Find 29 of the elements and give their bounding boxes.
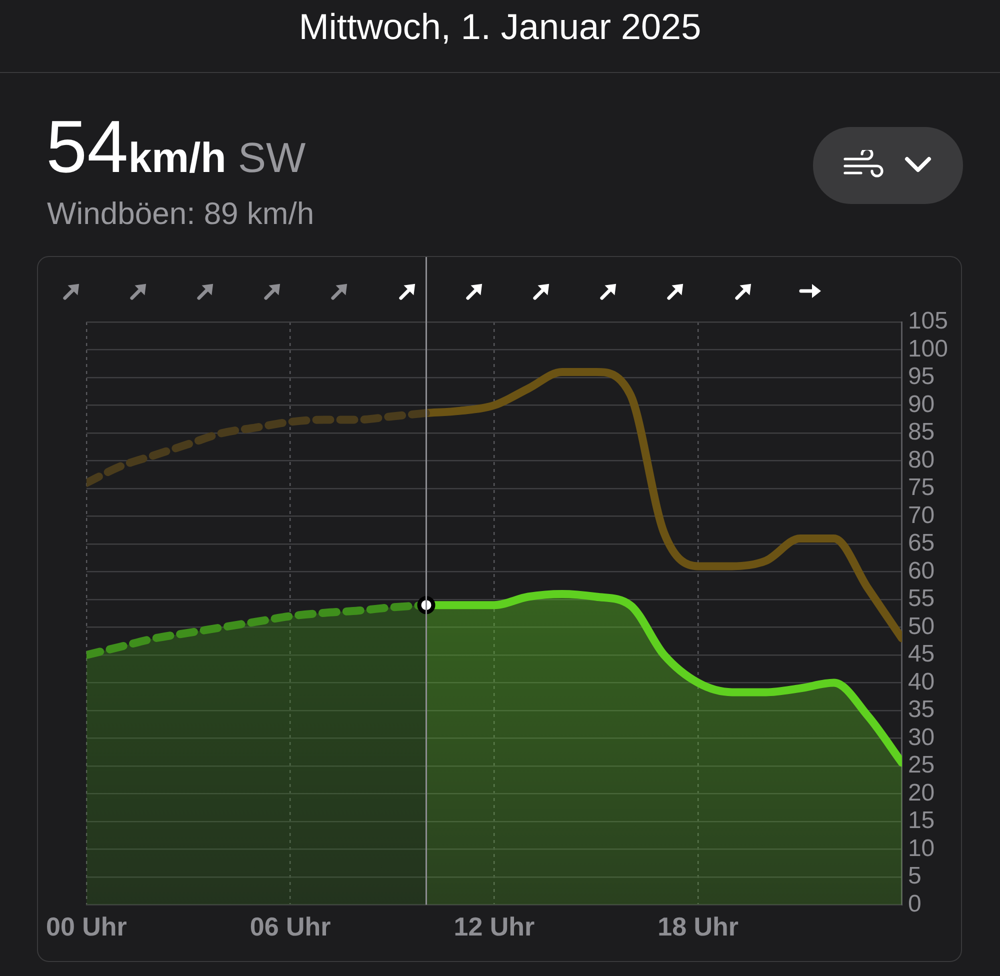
y-tick-label: 95 [908, 363, 935, 390]
x-tick-label: 00 Uhr [46, 912, 127, 942]
y-tick-label: 50 [908, 612, 935, 640]
y-tick-label: 45 [908, 640, 935, 668]
y-tick-label: 65 [908, 530, 935, 557]
y-tick-label: 80 [908, 446, 935, 474]
text: Windböen: 89 km/h [47, 196, 314, 232]
y-tick-label: 105 [908, 308, 948, 335]
y-tick-label: 30 [908, 724, 935, 751]
y-tick-label: 15 [908, 807, 935, 834]
y-tick-label: 20 [908, 779, 935, 806]
y-tick-label: 10 [908, 834, 935, 862]
y-tick-label: 5 [908, 862, 922, 890]
y-tick-label: 60 [908, 557, 935, 584]
y-tick-label: 25 [908, 752, 935, 779]
x-tick-label: 12 Uhr [454, 912, 535, 942]
y-tick-label: 90 [908, 390, 935, 418]
y-tick-label: 85 [908, 418, 935, 446]
y-tick-label: 40 [908, 668, 935, 696]
x-tick-label: 06 Uhr [250, 912, 331, 942]
chart-title: Mittwoch, 1. Januar 2025 [298, 6, 702, 48]
y-tick-label: 55 [908, 585, 935, 612]
y-tick-label: 70 [908, 502, 935, 529]
y-tick-label: 75 [908, 474, 935, 502]
chart-subtitle: 54km/h SW [46, 105, 306, 188]
y-tick-label: 100 [908, 335, 948, 362]
y-tick-label: 35 [908, 696, 935, 724]
x-tick-label: 18 Uhr [658, 912, 739, 942]
y-tick-label: 0 [908, 890, 922, 918]
